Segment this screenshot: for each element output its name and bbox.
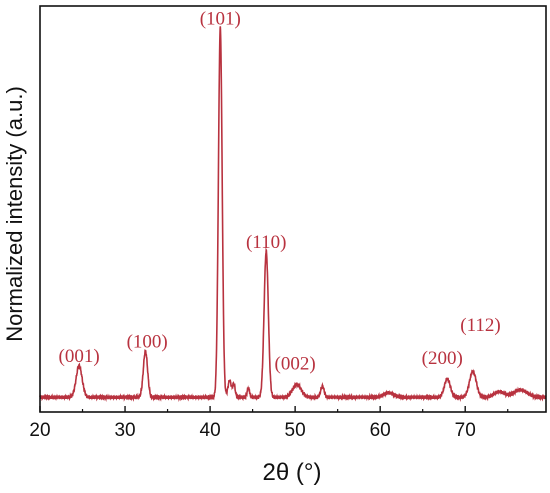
- x-tick-label: 30: [114, 420, 135, 441]
- y-axis-label: Normalized intensity (a.u.): [2, 86, 27, 342]
- x-tick-label: 60: [370, 420, 391, 441]
- peak-labels: (001) (100) (101) (110) (002) (200) (112): [59, 8, 501, 374]
- peak-label: (200): [422, 348, 463, 369]
- x-tick-label: 70: [455, 420, 476, 441]
- plot-layer: [39, 26, 547, 403]
- x-tick-label: 20: [29, 420, 50, 441]
- peak-label: (002): [275, 354, 316, 375]
- x-axis-ticks: 20 30 40 50 60 70: [29, 406, 509, 441]
- peak-label: (100): [127, 331, 168, 352]
- xrd-series-line: [39, 26, 547, 403]
- peak-label: (001): [59, 346, 100, 367]
- plot-frame: [39, 5, 547, 413]
- peak-label: (110): [246, 232, 286, 253]
- x-tick-label: 50: [285, 420, 306, 441]
- x-tick-label: 40: [200, 420, 221, 441]
- peak-label: (112): [460, 315, 500, 336]
- x-axis-label: 2θ (°): [263, 459, 322, 486]
- peak-label: (101): [200, 8, 241, 29]
